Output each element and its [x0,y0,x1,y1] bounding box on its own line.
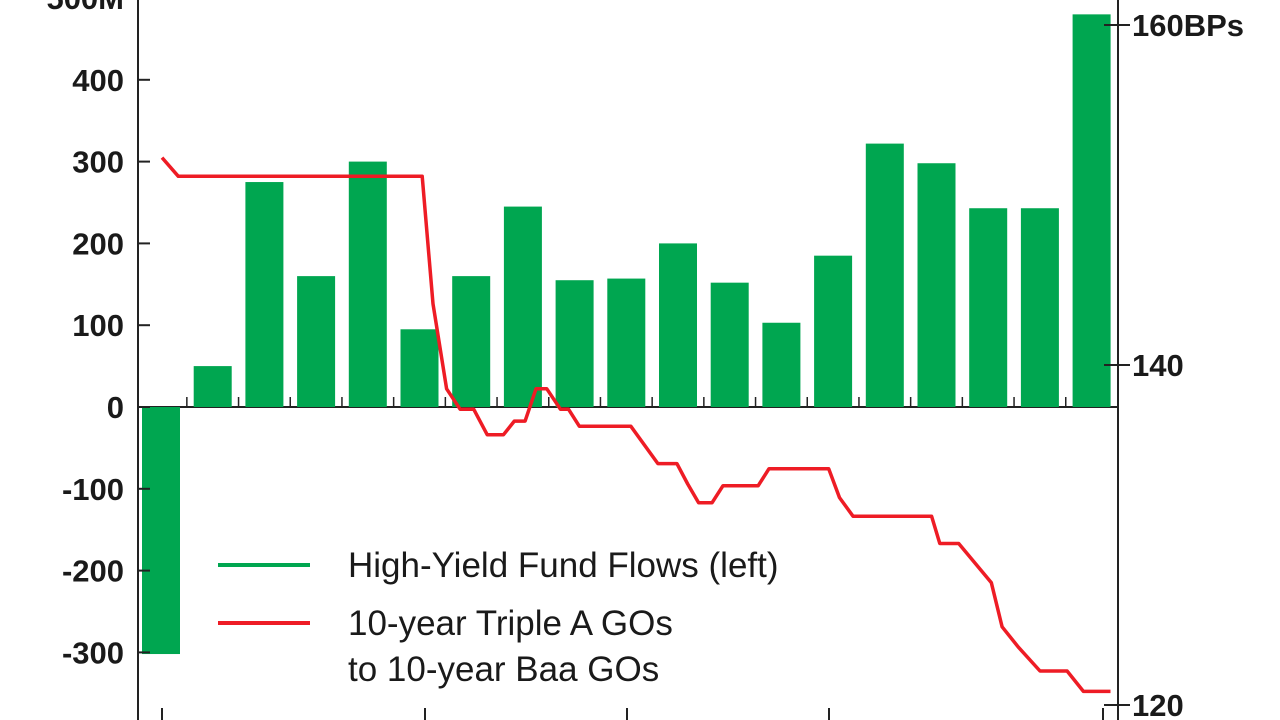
left-tick-label: -200 [62,554,124,589]
bars-group [142,14,1111,655]
bar [917,163,956,407]
left-tick-label: 400 [72,63,124,98]
bar [1020,208,1059,407]
bar [865,143,904,407]
bar [762,322,801,407]
left-tick-label: 0 [107,390,124,425]
right-tick-label: 160BPs [1132,8,1244,43]
spread-line-group [160,156,1111,694]
legend-label: to 10-year Baa GOs [348,650,659,689]
bar [969,208,1008,407]
x-axis-ticks [161,397,1104,720]
bar [1072,14,1111,408]
bar [555,280,594,407]
right-tick-label: 140 [1132,348,1184,383]
bar [452,276,491,407]
bar [245,182,284,407]
bar [607,278,646,407]
left-tick-label: -300 [62,635,124,670]
left-tick-label: -100 [62,472,124,507]
left-tick-label: 200 [72,226,124,261]
bar [348,161,387,407]
left-axis: 500M 400 300 200 100 0 -100 -200 -300 [46,0,150,670]
left-tick-label: 100 [72,308,124,343]
legend-label: 10-year Triple A GOs [348,604,673,643]
bar [503,206,542,407]
spread-line [160,156,1111,694]
left-tick-label: 500M [46,0,124,16]
legend-label: High-Yield Fund Flows (left) [348,546,779,585]
legend: High-Yield Fund Flows (left) 10-year Trip… [218,546,779,689]
bar [659,243,697,407]
right-tick-label: 120 [1132,688,1184,720]
left-tick-label: 300 [72,145,124,180]
bar [400,329,439,407]
bar [710,282,749,407]
bar [297,276,336,407]
right-axis: 160BPs 140 120 [1104,8,1244,720]
bar [193,366,232,407]
bar [142,407,180,655]
bar [814,255,853,407]
